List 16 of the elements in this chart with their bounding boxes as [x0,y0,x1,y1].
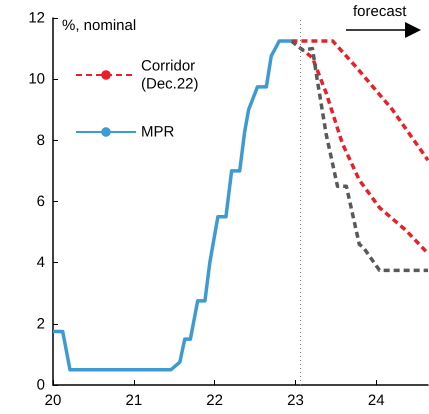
legend-label: MPR [141,124,174,140]
y-tick-label: 12 [28,10,45,26]
y-tick-label: 10 [28,70,45,88]
annotation: forecast [353,3,408,20]
x-tick-label: 22 [206,392,223,409]
legend-label: Corridor (Dec.22) [141,58,200,92]
y-tick-label: 6 [36,193,45,210]
y-tick-label: 8 [36,132,45,149]
y-tick-label: 4 [36,254,45,272]
x-tick-label: 24 [368,392,385,409]
x-tick-label: 23 [287,392,304,409]
x-tick-label: 20 [44,392,62,409]
y-axis-title: %, nominal [62,17,136,34]
x-tick-label: 21 [125,392,142,409]
y-tick-label: 0 [36,376,45,394]
y-tick-label: 2 [36,315,45,332]
